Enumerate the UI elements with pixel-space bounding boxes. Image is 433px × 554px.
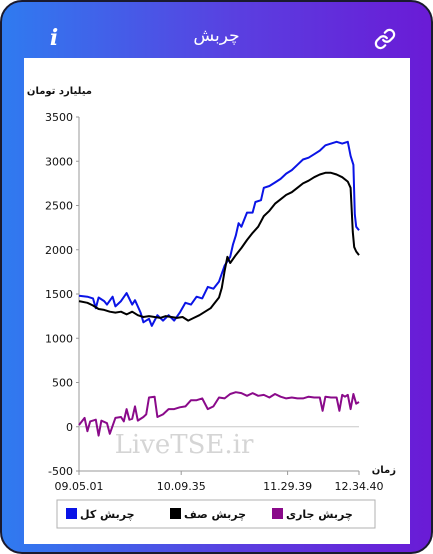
chart-canvas: میلیارد تومان زمان LiveTSE.ir -500 0 500 10… xyxy=(27,86,396,529)
x-tick-label: 09.05.01 xyxy=(55,480,104,493)
legend-box xyxy=(56,499,376,529)
legend-swatch-running xyxy=(272,508,283,519)
x-tick-label: 10.09.35 xyxy=(157,480,206,493)
y-tick-label: 1500 xyxy=(45,288,73,301)
x-tick-label: 12.34.40 xyxy=(335,480,384,493)
axes: -500 0 500 1000 1500 2000 2500 3000 3500 09.05.01… xyxy=(45,111,383,493)
y-tick-label: -500 xyxy=(48,465,73,478)
watermark: LiveTSE.ir xyxy=(115,430,254,460)
info-icon[interactable]: i xyxy=(49,25,59,51)
link-icon[interactable] xyxy=(374,28,396,50)
x-tick-label: 11.29.39 xyxy=(263,480,312,493)
y-tick-label: 500 xyxy=(52,377,73,390)
legend-swatch-total xyxy=(66,508,77,519)
legend: چربش کل چربش صف چربش جاری xyxy=(56,499,376,529)
legend-label-running: چربش جاری xyxy=(286,508,353,521)
y-tick-label: 3000 xyxy=(45,155,73,168)
series-line-running xyxy=(78,391,360,437)
legend-swatch-queue xyxy=(170,508,181,519)
y-tick-label: 3500 xyxy=(45,111,73,124)
page-title: چربش xyxy=(193,26,240,46)
y-tick-label: 2500 xyxy=(45,200,73,213)
legend-label-queue: چربش صف xyxy=(184,508,246,521)
chart-panel: میلیارد تومان زمان LiveTSE.ir -500 0 500 10… xyxy=(24,58,410,544)
y-tick-label: 1000 xyxy=(45,332,73,345)
legend-label-total: چربش کل xyxy=(80,508,135,521)
series-line-queue xyxy=(78,171,360,322)
header-bar: i چربش xyxy=(2,2,431,58)
x-axis-label: زمان xyxy=(372,465,396,476)
y-axis-label: میلیارد تومان xyxy=(27,86,92,97)
y-tick-label: 2000 xyxy=(45,244,73,257)
series-layer xyxy=(78,140,360,437)
y-tick-label: 0 xyxy=(66,421,73,434)
